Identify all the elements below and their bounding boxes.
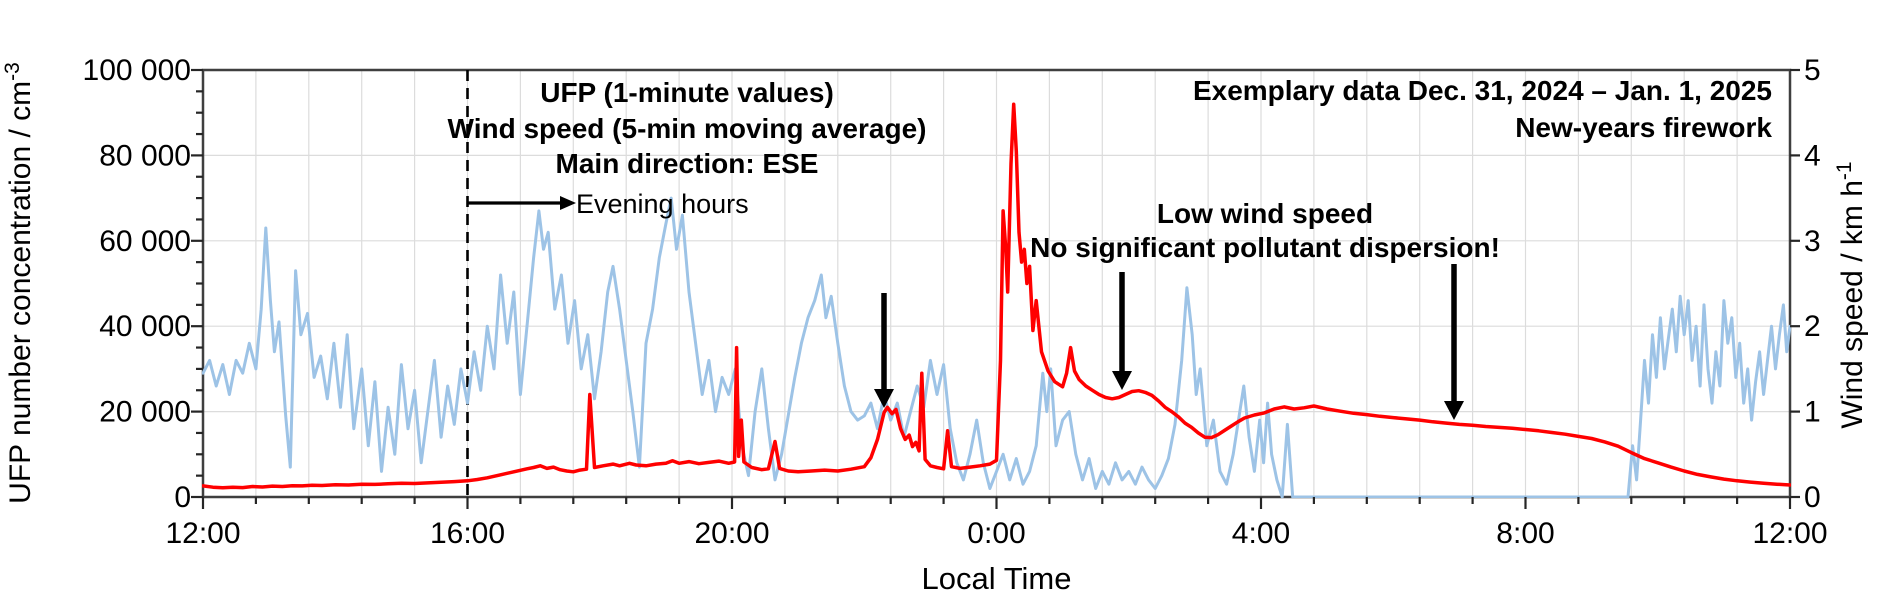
y-left-tick-labels: 0 20 000 40 000 60 000 80 000 100 000 xyxy=(83,54,191,514)
evening-arrow-head xyxy=(560,196,576,210)
low-wind-text-line: No significant pollutant dispersion! xyxy=(1030,232,1500,263)
pointer-arrow-head xyxy=(1112,371,1132,390)
y-right-tick-label: 4 xyxy=(1804,139,1821,172)
x-tick-label: 0:00 xyxy=(967,517,1025,550)
x-tick-label: 4:00 xyxy=(1232,517,1290,550)
y-right-axis-title: Wind speed / km h-1 xyxy=(1833,161,1869,428)
y-left-tick-label: 20 000 xyxy=(99,396,191,429)
x-tick-label: 12:00 xyxy=(1752,517,1827,550)
y-right-tick-label: 5 xyxy=(1804,54,1821,87)
y-right-tick-label: 3 xyxy=(1804,225,1821,258)
y-left-tick-label: 80 000 xyxy=(99,139,191,172)
y-right-tick-labels: 0 1 2 3 4 5 xyxy=(1804,54,1821,514)
legend-line: Main direction: ESE xyxy=(556,148,819,179)
y-left-tick-label: 40 000 xyxy=(99,310,191,343)
y-left-tick-label: 100 000 xyxy=(83,54,191,87)
y-right-tick-label: 2 xyxy=(1804,310,1821,343)
legend-line: Wind speed (5-min moving average) xyxy=(448,113,927,144)
pointer-arrow-head xyxy=(874,389,894,408)
x-tick-label: 16:00 xyxy=(430,517,505,550)
y-right-tick-label: 0 xyxy=(1804,481,1821,514)
y-left-tick-label: 0 xyxy=(174,481,191,514)
x-tick-labels: 12:00 16:00 20:00 0:00 4:00 8:00 12:00 xyxy=(165,517,1827,550)
chart-title: Exemplary data Dec. 31, 2024 – Jan. 1, 2… xyxy=(1193,75,1772,143)
data-series xyxy=(202,102,1791,498)
title-line: New-years firework xyxy=(1515,112,1772,143)
y-left-axis-title: UFP number concentration / cm-3 xyxy=(1,62,37,504)
axis-titles: Local Time UFP number concentration / cm-… xyxy=(1,62,1869,596)
x-tick-label: 8:00 xyxy=(1496,517,1554,550)
legend-line: UFP (1-minute values) xyxy=(540,77,834,108)
y-right-tick-label: 1 xyxy=(1804,396,1821,429)
x-tick-label: 20:00 xyxy=(694,517,769,550)
ufp-line xyxy=(202,102,1791,490)
low-wind-text-line: Low wind speed xyxy=(1157,198,1373,229)
evening-hours-label: Evening hours xyxy=(576,189,749,219)
x-tick-label: 12:00 xyxy=(165,517,240,550)
pointer-arrow-head xyxy=(1444,401,1464,420)
title-line: Exemplary data Dec. 31, 2024 – Jan. 1, 2… xyxy=(1193,75,1772,106)
y-left-tick-label: 60 000 xyxy=(99,225,191,258)
axis-ticks xyxy=(191,68,1800,509)
series-legend-text: UFP (1-minute values) Wind speed (5-min m… xyxy=(448,77,927,179)
wind-line xyxy=(202,196,1791,498)
x-axis-title: Local Time xyxy=(922,561,1072,596)
